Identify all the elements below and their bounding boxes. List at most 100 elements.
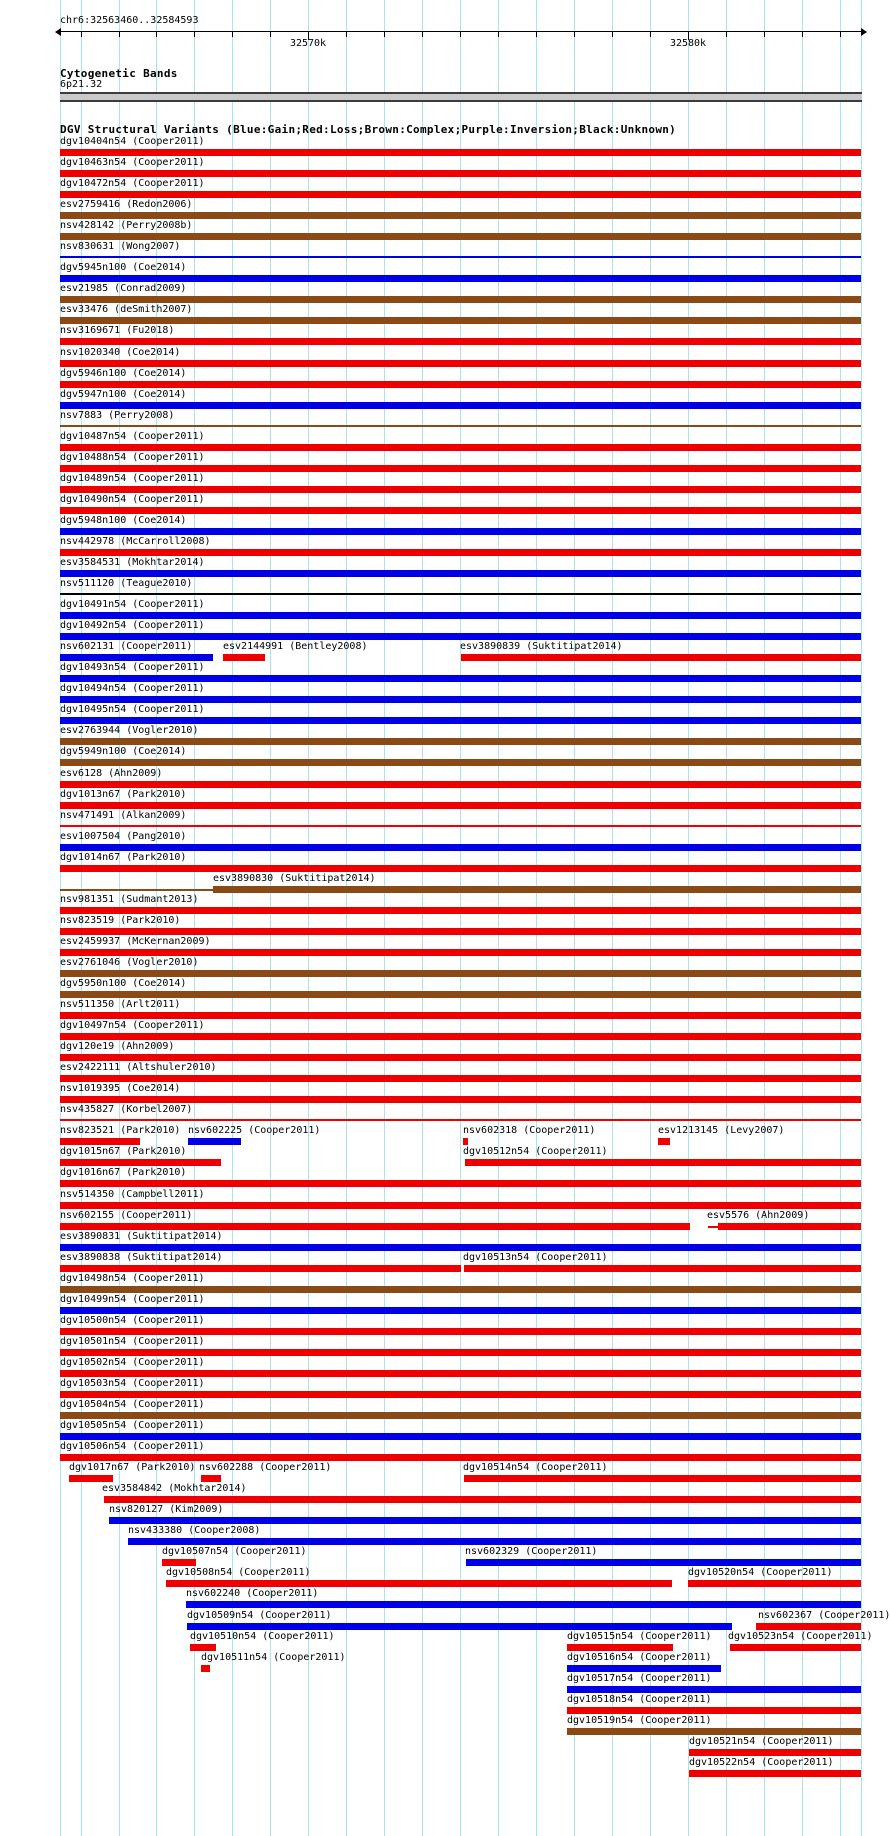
variant-bar[interactable]	[60, 738, 861, 745]
variant-bar[interactable]	[60, 717, 861, 724]
variant-label: nsv981351 (Sudmant2013)	[60, 894, 199, 905]
variant-bar[interactable]	[201, 1665, 210, 1672]
variant-bar[interactable]	[60, 907, 861, 914]
variant-row: nsv511120 (Teague2010)	[0, 578, 890, 599]
variant-bar[interactable]	[223, 654, 265, 661]
variant-bar[interactable]	[60, 1265, 461, 1272]
variant-bar[interactable]	[60, 1454, 861, 1461]
variant-bar[interactable]	[60, 275, 861, 282]
variant-bar[interactable]	[60, 654, 213, 661]
variant-bar[interactable]	[60, 256, 861, 258]
cytoband-bar[interactable]	[60, 92, 862, 102]
variant-bar[interactable]	[60, 507, 861, 514]
variant-bar[interactable]	[60, 296, 861, 303]
variant-bar[interactable]	[60, 191, 861, 198]
variant-bar[interactable]	[60, 949, 861, 956]
variant-bar[interactable]	[60, 1223, 690, 1230]
variant-bar[interactable]	[60, 528, 861, 535]
variant-bar[interactable]	[730, 1644, 861, 1651]
variant-bar[interactable]	[60, 593, 861, 595]
variant-row: dgv10498n54 (Cooper2011)	[0, 1273, 890, 1294]
variant-bar[interactable]	[60, 991, 861, 998]
variant-bar[interactable]	[465, 1159, 861, 1166]
variant-bar[interactable]	[60, 1391, 861, 1398]
variant-bar[interactable]	[60, 802, 861, 809]
variant-bar[interactable]	[60, 1286, 861, 1293]
variant-bar[interactable]	[689, 1749, 861, 1756]
variant-bar[interactable]	[461, 654, 861, 661]
variant-bar[interactable]	[464, 1265, 861, 1272]
variant-bar[interactable]	[567, 1728, 861, 1735]
variant-bar[interactable]	[60, 317, 861, 324]
variant-bar[interactable]	[463, 1138, 468, 1145]
variant-bar[interactable]	[60, 425, 861, 427]
variant-bar[interactable]	[60, 1096, 861, 1103]
variant-bar[interactable]	[466, 1559, 861, 1566]
variant-bar[interactable]	[60, 1349, 861, 1356]
variant-bar[interactable]	[60, 1033, 861, 1040]
variant-bar[interactable]	[567, 1707, 861, 1714]
variant-bar[interactable]	[718, 1223, 861, 1230]
variant-bar[interactable]	[109, 1517, 861, 1524]
variant-bar[interactable]	[60, 825, 861, 827]
variant-bar[interactable]	[166, 1580, 672, 1587]
variant-bar[interactable]	[60, 612, 861, 619]
variant-bar[interactable]	[188, 1138, 241, 1145]
variant-bar[interactable]	[567, 1686, 861, 1693]
variant-bar[interactable]	[60, 233, 861, 240]
variant-bar[interactable]	[689, 1770, 861, 1777]
variant-bar[interactable]	[187, 1623, 732, 1630]
variant-bar[interactable]	[60, 444, 861, 451]
variant-bar[interactable]	[162, 1559, 196, 1566]
variant-bar[interactable]	[60, 1159, 221, 1166]
variant-bar[interactable]	[60, 1075, 861, 1082]
variant-bar[interactable]	[60, 1307, 861, 1314]
variant-bar[interactable]	[658, 1138, 670, 1145]
variant-bar[interactable]	[60, 486, 861, 493]
variant-bar[interactable]	[128, 1538, 861, 1545]
variant-bar[interactable]	[60, 1370, 861, 1377]
variant-bar[interactable]	[60, 1202, 861, 1209]
variant-label: dgv10500n54 (Cooper2011)	[60, 1315, 205, 1326]
variant-bar[interactable]	[60, 1054, 861, 1061]
variant-bar[interactable]	[60, 570, 861, 577]
variant-bar[interactable]	[60, 781, 861, 788]
variant-bar[interactable]	[60, 844, 861, 851]
variant-bar[interactable]	[60, 381, 861, 388]
variant-bar[interactable]	[688, 1580, 861, 1587]
variant-bar[interactable]	[186, 1601, 861, 1608]
variant-bar[interactable]	[60, 149, 861, 156]
variant-bar[interactable]	[190, 1644, 216, 1651]
variant-bar[interactable]	[60, 1138, 140, 1145]
variant-bar[interactable]	[60, 675, 861, 682]
variant-bar[interactable]	[60, 865, 861, 872]
variant-bar[interactable]	[60, 402, 861, 409]
variant-bar[interactable]	[60, 212, 861, 219]
variant-bar[interactable]	[60, 759, 861, 766]
variant-bar[interactable]	[60, 465, 861, 472]
variant-bar[interactable]	[567, 1665, 721, 1672]
variant-bar[interactable]	[567, 1644, 673, 1651]
variant-bar[interactable]	[213, 886, 861, 893]
variant-bar[interactable]	[60, 549, 861, 556]
variant-bar[interactable]	[60, 1012, 861, 1019]
variant-bar[interactable]	[756, 1623, 861, 1630]
variant-bar[interactable]	[60, 633, 861, 640]
variant-bar[interactable]	[60, 970, 861, 977]
variant-bar[interactable]	[201, 1475, 221, 1482]
variant-bar[interactable]	[69, 1475, 113, 1482]
variant-bar[interactable]	[60, 1328, 861, 1335]
variant-bar[interactable]	[60, 1119, 861, 1121]
variant-bar[interactable]	[60, 1433, 861, 1440]
variant-bar[interactable]	[60, 170, 861, 177]
variant-bar[interactable]	[60, 338, 861, 345]
variant-bar[interactable]	[464, 1475, 861, 1482]
variant-bar[interactable]	[60, 696, 861, 703]
variant-label: dgv10508n54 (Cooper2011)	[166, 1567, 311, 1578]
variant-bar[interactable]	[60, 1180, 861, 1187]
variant-bar[interactable]	[60, 1412, 861, 1419]
variant-bar[interactable]	[60, 928, 861, 935]
variant-bar[interactable]	[60, 360, 861, 367]
variant-bar[interactable]	[104, 1496, 861, 1503]
variant-bar[interactable]	[60, 1244, 861, 1251]
